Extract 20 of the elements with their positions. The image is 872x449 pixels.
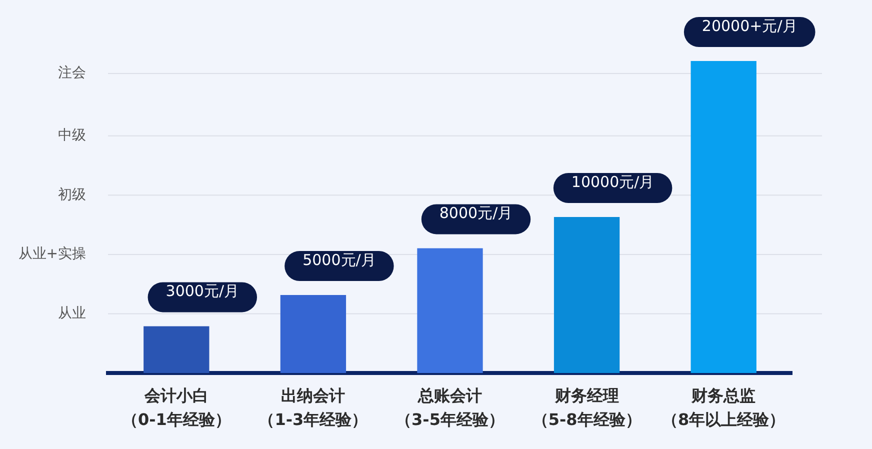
- x-tick-label: 总账会计（3-5年经验）: [396, 386, 504, 430]
- x-tick-label: 会计小白（0-1年经验）: [122, 386, 231, 430]
- ref-line-label: 初级: [58, 186, 86, 203]
- data-label: 10000元/月: [571, 172, 654, 191]
- bar: [280, 295, 346, 373]
- bar: [554, 217, 620, 373]
- data-label: 20000+元/月: [702, 16, 798, 35]
- x-tick-label: 财务经理（5-8年经验）: [532, 386, 642, 430]
- data-label: 3000元/月: [166, 282, 240, 300]
- bar: [144, 326, 210, 373]
- bar: [417, 248, 483, 373]
- bar: [690, 61, 756, 373]
- ref-line-label: 从业+实操: [18, 246, 86, 262]
- data-label: 8000元/月: [439, 204, 513, 222]
- ref-line-label: 注会: [58, 65, 86, 82]
- ref-line-label: 中级: [58, 128, 86, 144]
- x-tick-label: 出纳会计（1-3年经验）: [258, 386, 368, 430]
- ref-line-label: 从业: [58, 305, 86, 322]
- x-tick-label: 财务总监（8年以上经验）: [662, 386, 786, 430]
- data-label: 5000元/月: [302, 250, 376, 269]
